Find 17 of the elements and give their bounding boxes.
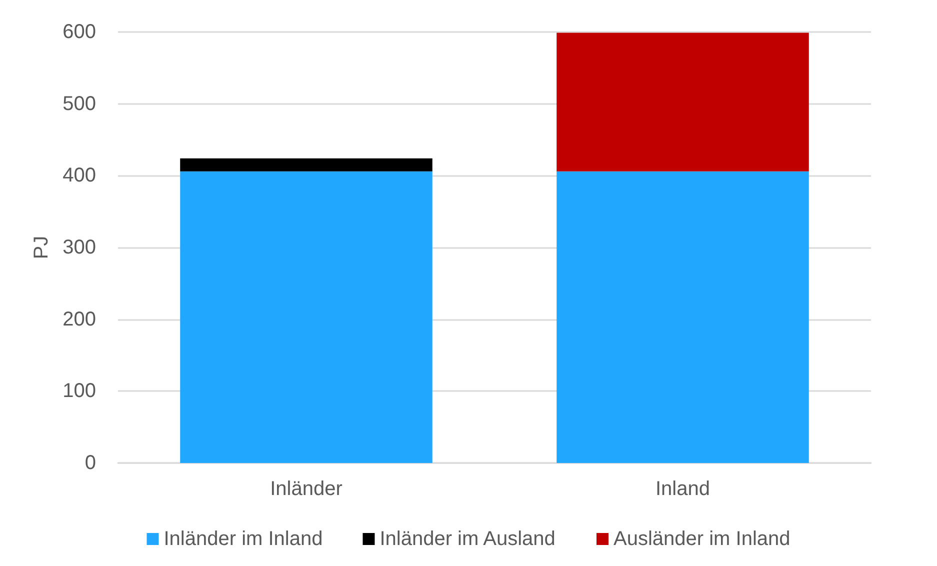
legend-label: Inländer im Inland	[164, 528, 323, 550]
bar	[556, 32, 809, 172]
x-tick-label: Inland	[656, 478, 710, 500]
bar	[556, 171, 809, 463]
y-tick-label: 0	[84, 452, 96, 474]
bar	[180, 171, 432, 463]
legend-label: Inländer im Ausland	[380, 528, 556, 550]
y-tick-label: 600	[62, 21, 96, 43]
y-tick-label: 300	[62, 236, 96, 258]
y-axis-title: PJ	[30, 236, 53, 260]
y-tick-label: 100	[62, 380, 96, 402]
x-tick-label: Inländer	[270, 478, 343, 500]
y-tick-label: 500	[62, 92, 96, 115]
legend-label: Ausländer im Inland	[613, 528, 790, 550]
y-tick-label: 400	[62, 164, 96, 187]
y-tick-label: 200	[62, 308, 96, 330]
bar	[180, 158, 432, 172]
